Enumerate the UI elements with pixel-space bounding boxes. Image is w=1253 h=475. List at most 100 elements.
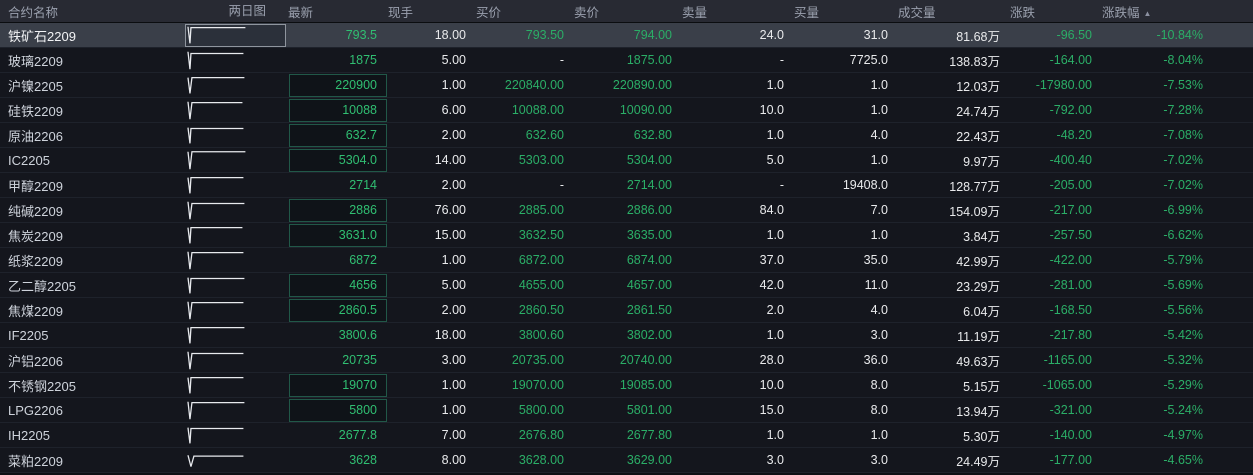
table-row[interactable]: 纸浆2209 6872 1.00 6872.00 6874.00 37.0 35.0 42.9… bbox=[0, 248, 1253, 273]
table-row[interactable]: 菜粕2209 3628 8.00 3628.00 3629.00 3.0 3.0 24.49万… bbox=[0, 448, 1253, 473]
cell-value: 2860.5 bbox=[338, 303, 377, 317]
cell-value: -140.00 bbox=[1049, 428, 1092, 442]
table-row[interactable]: 乙二醇2205 4656 5.00 4655.00 4657.00 42.0 11.0 23.… bbox=[0, 273, 1253, 298]
table-row[interactable]: 纯碱2209 2886 76.00 2885.00 2886.00 84.0 7.0 154.… bbox=[0, 198, 1253, 223]
cell-change: -1165.00 bbox=[1010, 348, 1102, 372]
cell-total-volume: 23.29万 bbox=[898, 273, 1010, 297]
cell-latest-price: 10088 bbox=[288, 98, 388, 122]
cell-value: 2.00 bbox=[441, 303, 466, 317]
cell-value: 632.60 bbox=[525, 128, 564, 142]
cell-total-volume: 5.30万 bbox=[898, 423, 1010, 447]
cell-two-day-chart bbox=[185, 198, 288, 222]
table-row[interactable]: 铁矿石2209 793.5 18.00 793.50 794.00 24.0 31.0 81.… bbox=[0, 23, 1253, 48]
cell-value: 2.00 bbox=[441, 128, 466, 142]
cell-value: IH2205 bbox=[8, 427, 50, 443]
cell-contract-name: 甲醇2209 bbox=[0, 173, 185, 197]
cell-change-percent: -4.65% bbox=[1102, 448, 1213, 472]
cell-value: 5303.00 bbox=[518, 153, 564, 167]
cell-value: -5.29% bbox=[1163, 378, 1203, 392]
cell-latest-price: 3631.0 bbox=[288, 223, 388, 247]
table-row[interactable]: IC2205 5304.0 14.00 5303.00 5304.00 5.0 1.0 9.9… bbox=[0, 148, 1253, 173]
cell-value: 焦煤2209 bbox=[8, 303, 63, 319]
column-header-ask[interactable]: 卖价 bbox=[574, 2, 682, 21]
cell-total-volume: 138.83万 bbox=[898, 48, 1010, 72]
table-row[interactable]: 甲醇2209 2714 2.00 - 2714.00 - 19408.0 128.77万 -20… bbox=[0, 173, 1253, 198]
table-row[interactable]: 玻璃2209 1875 5.00 - 1875.00 - 7725.0 138.83万 -164… bbox=[0, 48, 1253, 73]
cell-value: 4.0 bbox=[870, 128, 888, 142]
cell-contract-name: 沪镍2205 bbox=[0, 73, 185, 97]
table-row[interactable]: 沪镍2205 220900 1.00 220840.00 220890.00 1.0 1.0… bbox=[0, 73, 1253, 98]
cell-ask-volume: 1.0 bbox=[682, 423, 794, 447]
cell-value: 4.0 bbox=[870, 303, 888, 317]
cell-value: 8.0 bbox=[870, 403, 888, 417]
cell-value: 49.63万 bbox=[956, 354, 1000, 369]
cell-contract-name: 焦炭2209 bbox=[0, 223, 185, 247]
column-header-hand[interactable]: 现手 bbox=[388, 2, 476, 21]
column-header-chg[interactable]: 涨跌 bbox=[1010, 2, 1102, 21]
cell-value: -1165.00 bbox=[1043, 353, 1092, 367]
table-row[interactable]: IF2205 3800.6 18.00 3800.60 3802.00 1.0 3.0 11.… bbox=[0, 323, 1253, 348]
table-row[interactable]: 沪铝2206 20735 3.00 20735.00 20740.00 28.0 36.0 4… bbox=[0, 348, 1253, 373]
row-spacer bbox=[1213, 223, 1253, 247]
cell-change: -17980.00 bbox=[1010, 73, 1102, 97]
cell-total-volume: 13.94万 bbox=[898, 398, 1010, 422]
column-header-label: 两日图 bbox=[228, 4, 266, 18]
cell-value: -5.69% bbox=[1163, 278, 1203, 292]
column-header-latest[interactable]: 最新 bbox=[288, 2, 388, 21]
cell-value: 3629.00 bbox=[626, 453, 672, 467]
cell-bid-volume: 1.0 bbox=[794, 423, 898, 447]
row-spacer bbox=[1213, 323, 1253, 347]
row-spacer bbox=[1213, 123, 1253, 147]
cell-value: 15.00 bbox=[434, 228, 466, 242]
table-row[interactable]: 硅铁2209 10088 6.00 10088.00 10090.00 10.0 1.0 24… bbox=[0, 98, 1253, 123]
column-header-bid[interactable]: 买价 bbox=[476, 2, 574, 21]
table-row[interactable]: 焦炭2209 3631.0 15.00 3632.50 3635.00 1.0 1.0 3.8… bbox=[0, 223, 1253, 248]
table-body: 铁矿石2209 793.5 18.00 793.50 794.00 24.0 31.0 81.… bbox=[0, 23, 1253, 473]
cell-value: 纯碱2209 bbox=[8, 203, 63, 219]
cell-value: 2886.00 bbox=[626, 203, 672, 217]
cell-value: 128.77万 bbox=[949, 179, 1000, 194]
cell-change-percent: -5.42% bbox=[1102, 323, 1213, 347]
cell-two-day-chart bbox=[185, 248, 288, 272]
cell-current-hands: 18.00 bbox=[388, 323, 476, 347]
cell-current-hands: 76.00 bbox=[388, 198, 476, 222]
column-header-vol[interactable]: 成交量 bbox=[898, 2, 1010, 21]
cell-value: 36.0 bbox=[863, 353, 888, 367]
column-header-pct[interactable]: 涨跌幅 ▲ bbox=[1102, 2, 1213, 21]
cell-ask-volume: 1.0 bbox=[682, 323, 794, 347]
table-row[interactable]: IH2205 2677.8 7.00 2676.80 2677.80 1.0 1.0 5.30… bbox=[0, 423, 1253, 448]
table-row[interactable]: LPG2206 5800 1.00 5800.00 5801.00 15.0 8.0 13.9… bbox=[0, 398, 1253, 423]
cell-total-volume: 42.99万 bbox=[898, 248, 1010, 272]
cell-current-hands: 18.00 bbox=[388, 23, 476, 47]
cell-value: 24.74万 bbox=[956, 104, 1000, 119]
cell-latest-price: 3800.6 bbox=[288, 323, 388, 347]
table-row[interactable]: 焦煤2209 2860.5 2.00 2860.50 2861.50 2.0 4.0 6.04… bbox=[0, 298, 1253, 323]
cell-value: 2886 bbox=[349, 203, 377, 217]
cell-current-hands: 8.00 bbox=[388, 448, 476, 472]
cell-total-volume: 6.04万 bbox=[898, 298, 1010, 322]
cell-value: 3628.00 bbox=[518, 453, 564, 467]
column-header-label: 涨跌 bbox=[1010, 5, 1036, 20]
cell-value: -164.00 bbox=[1049, 53, 1092, 67]
cell-two-day-chart bbox=[185, 373, 288, 397]
cell-bid-volume: 36.0 bbox=[794, 348, 898, 372]
cell-bid-volume: 1.0 bbox=[794, 98, 898, 122]
column-header-bidvol[interactable]: 买量 bbox=[794, 2, 898, 21]
cell-ask-volume: 15.0 bbox=[682, 398, 794, 422]
cell-value: 10.0 bbox=[759, 378, 784, 392]
cell-value: 3631.0 bbox=[338, 228, 377, 242]
cell-current-hands: 15.00 bbox=[388, 223, 476, 247]
cell-ask-price: 3635.00 bbox=[574, 223, 682, 247]
cell-value: 5304.0 bbox=[338, 153, 377, 167]
cell-value: 11.19万 bbox=[957, 329, 1000, 344]
cell-change: -422.00 bbox=[1010, 248, 1102, 272]
table-row[interactable]: 不锈钢2205 19070 1.00 19070.00 19085.00 10.0 8.0 5… bbox=[0, 373, 1253, 398]
cell-change-percent: -7.02% bbox=[1102, 148, 1213, 172]
column-header-askvol[interactable]: 卖量 bbox=[682, 2, 794, 21]
table-row[interactable]: 原油2206 632.7 2.00 632.60 632.80 1.0 4.0 22.43万 -… bbox=[0, 123, 1253, 148]
cell-change: -48.20 bbox=[1010, 123, 1102, 147]
column-header-chart[interactable]: 两日图 bbox=[185, 0, 288, 22]
column-header-name[interactable]: 合约名称 bbox=[0, 2, 185, 21]
cell-value: -4.65% bbox=[1163, 453, 1203, 467]
cell-latest-price: 2677.8 bbox=[288, 423, 388, 447]
